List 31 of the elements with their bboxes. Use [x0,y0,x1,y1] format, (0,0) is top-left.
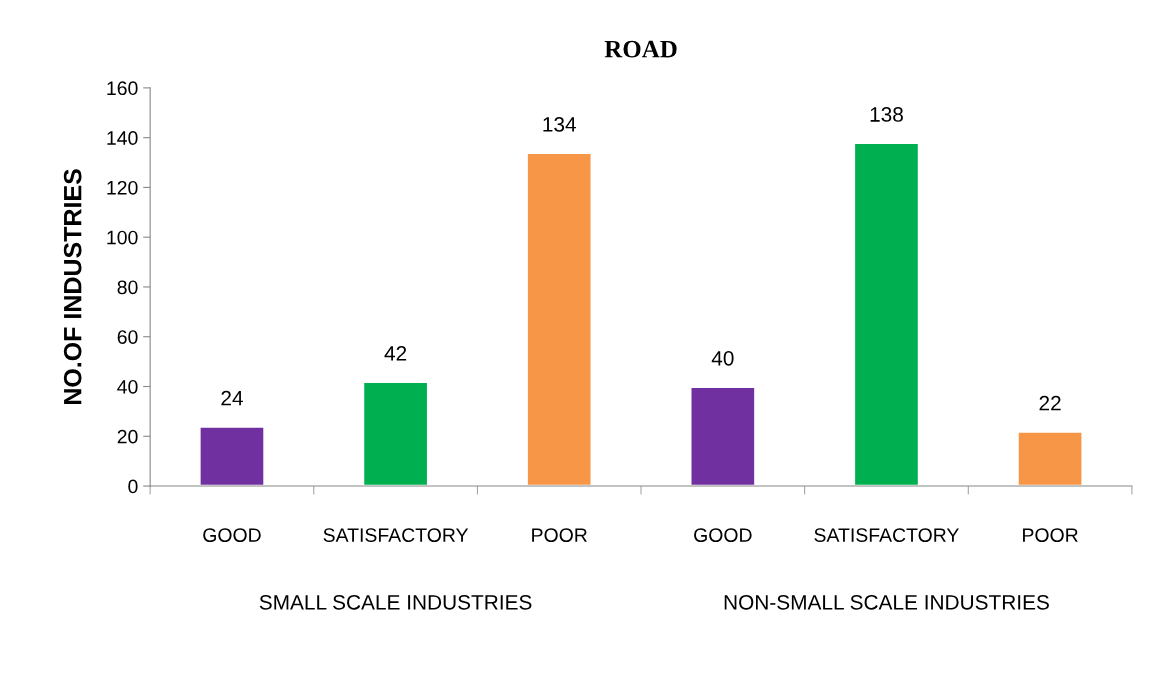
y-tick-label: 160 [107,81,138,96]
bar [525,151,594,487]
data-label: 24 [221,390,243,406]
bar [852,141,921,487]
text: SMALL SCALE INDUSTRIES [259,594,532,610]
data-label: 138 [870,107,903,122]
y-tick-label: 80 [117,280,138,295]
text: NON-SMALL SCALE INDUSTRIES [724,594,1049,610]
x-tick-label: GOOD [694,528,752,542]
chart-title: ROAD [604,40,677,58]
bar [197,424,267,487]
x-tick-label: POOR [532,528,587,542]
y-tick-label: 140 [107,131,138,145]
data-label: 22 [1039,395,1061,411]
y-tick-label: 40 [117,379,138,394]
y-tick-label: 0 [128,479,138,494]
bar [361,380,430,487]
y-axis-title: NO.OF INDUSTRIES [63,169,82,405]
data-label: 40 [711,350,734,366]
bar [688,385,757,487]
x-tick-label: SATISFACTORY [814,528,959,542]
bar [1015,429,1085,487]
y-tick-label: 120 [107,180,138,195]
y-tick-label: 20 [117,429,138,444]
y-tick-label: 100 [107,230,138,245]
x-tick-label: SATISFACTORY [323,528,469,542]
data-label: 134 [543,117,576,132]
x-tick-label: POOR [1023,528,1078,542]
y-tick-label: 60 [117,330,138,344]
data-label: 42 [384,345,407,361]
x-tick-label: GOOD [203,528,261,542]
